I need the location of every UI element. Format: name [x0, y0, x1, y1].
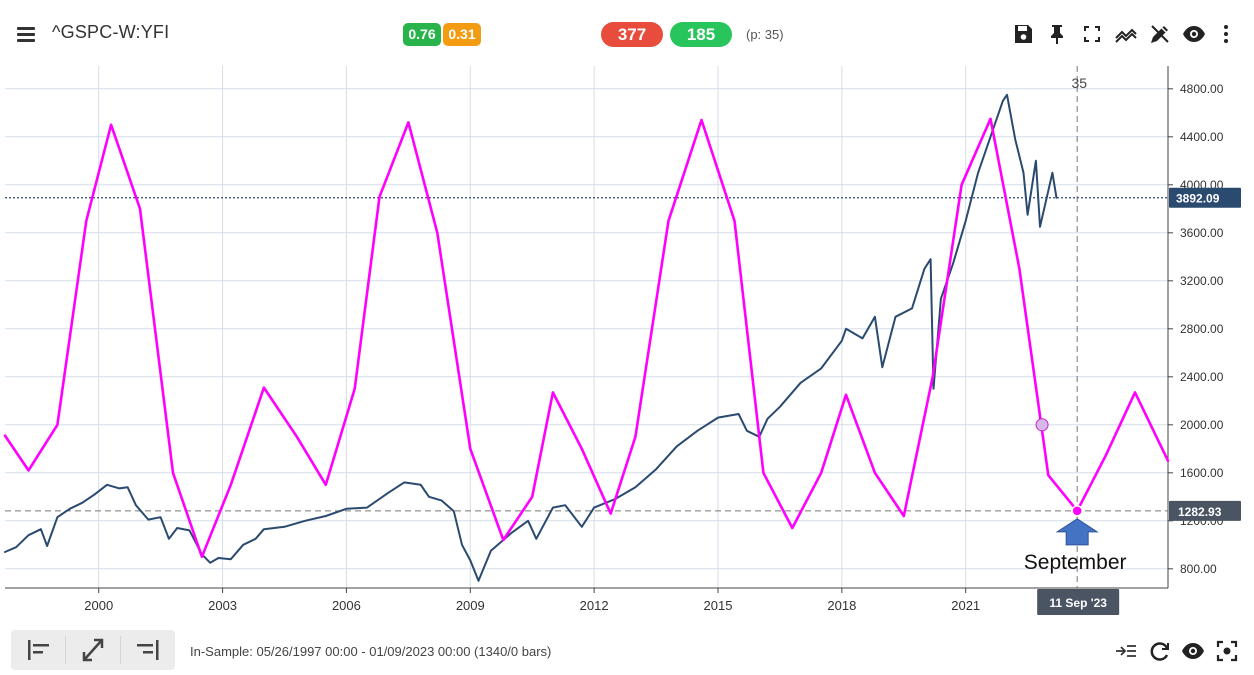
cursor-point-marker[interactable] [1071, 505, 1083, 517]
count-pill-green: 185 [670, 22, 732, 47]
x-tick-label: 2018 [827, 598, 856, 613]
x-tick-label: 2012 [580, 598, 609, 613]
y-tick-label: 2400.00 [1180, 370, 1224, 384]
crosshair-price-tag-label: 1282.93 [1178, 505, 1222, 519]
last-price-tag-label: 3892.09 [1176, 192, 1220, 206]
y-tick-label: 3200.00 [1180, 274, 1224, 288]
alignment-button-group [11, 630, 175, 670]
y-tick-label: 3600.00 [1180, 226, 1224, 240]
scroll-to-end-icon[interactable] [1115, 640, 1137, 662]
september-annotation-label: September [1024, 551, 1127, 574]
x-tick-label: 2015 [704, 598, 733, 613]
chart-area[interactable]: 800.001200.001600.002000.002400.002800.0… [0, 66, 1254, 618]
x-tick-label: 2009 [456, 598, 485, 613]
target-icon[interactable] [1216, 640, 1238, 662]
fullscreen-icon[interactable] [1080, 22, 1104, 46]
period-marker-label: 35 [1071, 75, 1087, 91]
september-annotation-arrow [1055, 518, 1099, 546]
align-right-icon[interactable] [121, 630, 175, 670]
x-tick-label: 2006 [332, 598, 361, 613]
score-badge-green: 0.76 [403, 23, 441, 46]
refresh-icon[interactable] [1149, 640, 1171, 662]
crosshair-date-tag-label: 11 Sep '23 [1049, 596, 1107, 610]
period-info: (p: 35) [746, 27, 784, 42]
price-series-line [4, 93, 1058, 582]
save-icon[interactable] [1011, 22, 1035, 46]
draw-icon[interactable] [1148, 22, 1172, 46]
y-tick-label: 2800.00 [1180, 322, 1224, 336]
price-chart[interactable]: 800.001200.001600.002000.002400.002800.0… [0, 66, 1254, 618]
cycle-forecast-line [3, 117, 1170, 559]
hollow-cycle-marker[interactable] [1035, 418, 1049, 432]
y-tick-label: 800.00 [1180, 562, 1217, 576]
expand-icon[interactable] [66, 630, 120, 670]
x-tick-label: 2000 [84, 598, 113, 613]
in-sample-range: In-Sample: 05/26/1997 00:00 - 01/09/2023… [190, 644, 552, 659]
y-tick-label: 4800.00 [1180, 82, 1224, 96]
x-tick-label: 2003 [208, 598, 237, 613]
hamburger-menu-icon[interactable] [14, 22, 38, 46]
plot-background [5, 66, 1168, 588]
y-tick-label: 2000.00 [1180, 418, 1224, 432]
y-tick-label: 4400.00 [1180, 130, 1224, 144]
crosshair-date-tag [1037, 589, 1120, 615]
last-price-tag [1169, 187, 1241, 208]
symbol-title[interactable]: ^GSPC-W:YFI [52, 22, 170, 42]
visibility-icon[interactable] [1181, 640, 1205, 662]
align-left-icon[interactable] [11, 630, 65, 670]
y-tick-label: 1600.00 [1180, 466, 1224, 480]
more-icon[interactable] [1216, 22, 1236, 46]
score-badge-orange: 0.31 [443, 23, 481, 46]
pin-icon[interactable] [1045, 22, 1069, 46]
bottom-toolbar: In-Sample: 05/26/1997 00:00 - 01/09/2023… [0, 620, 1254, 675]
crosshair-price-tag [1169, 500, 1241, 521]
count-pill-red: 377 [601, 22, 663, 47]
top-toolbar: ^GSPC-W:YFI 0.76 0.31 377 185 (p: 35) [0, 0, 1254, 66]
x-tick-label: 2021 [951, 598, 980, 613]
eye-icon[interactable] [1182, 22, 1206, 46]
indicator-icon[interactable] [1114, 22, 1138, 46]
